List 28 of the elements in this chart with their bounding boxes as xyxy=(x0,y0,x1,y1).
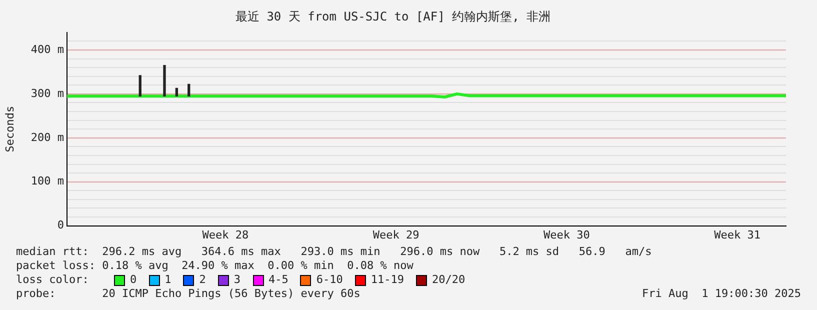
bar xyxy=(163,65,166,96)
text: 2 xyxy=(199,273,206,287)
y-axis-title: Seconds xyxy=(3,106,16,152)
y-tick-label: 400 m xyxy=(30,42,64,56)
y-tick-label: 300 m xyxy=(30,86,64,100)
bar xyxy=(188,84,190,96)
y-tick-label: 200 m xyxy=(30,130,64,144)
text: 3 xyxy=(234,273,240,287)
bar xyxy=(175,88,178,96)
text: 4-5 xyxy=(268,273,288,287)
text: 11-19 xyxy=(370,273,404,287)
text: packet loss: 0.18 % avg 24.90 % max 0.00 % min 0.08 % now xyxy=(16,259,414,273)
x-tick-label: Week 28 xyxy=(202,228,249,242)
x-tick-label: Week 29 xyxy=(372,228,420,242)
text: Fri Aug 1 19:00:30 2025 xyxy=(642,287,801,300)
text: 0 xyxy=(130,273,137,287)
x-tick-label: Week 31 xyxy=(714,228,760,242)
y-tick-label: 0 xyxy=(57,218,64,232)
text: probe: 20 ICMP Echo Pings (56 Bytes) every 60s xyxy=(16,287,360,300)
chart-title: 最近 30 天 from US-SJC to [AF] 约翰内斯堡, 非洲 xyxy=(235,9,551,24)
text: loss color: xyxy=(16,273,90,287)
text: median rtt: 296.2 ms avg 364.6 ms max 293.0 ms min 296.0 ms now 5.2 ms sd 56.9 am/s xyxy=(16,245,652,259)
text: 6-10 xyxy=(316,273,343,287)
y-tick-label: 100 m xyxy=(30,174,64,188)
text: 20/20 xyxy=(432,273,466,287)
x-tick-label: Week 30 xyxy=(543,228,590,242)
bar xyxy=(138,75,142,96)
text: 1 xyxy=(164,273,172,287)
